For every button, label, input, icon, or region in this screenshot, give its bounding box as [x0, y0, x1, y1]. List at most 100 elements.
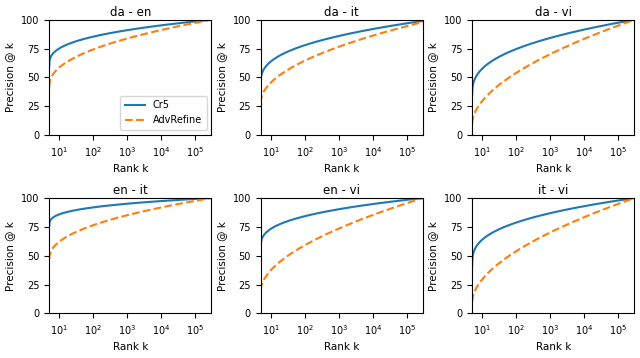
Y-axis label: Precision @ k: Precision @ k	[6, 43, 15, 112]
Cr5	[390, 199, 397, 203]
X-axis label: Rank k: Rank k	[324, 164, 360, 174]
Cr5	[142, 25, 150, 29]
AdvRefine	[419, 196, 427, 200]
Cr5	[556, 209, 564, 213]
AdvRefine	[207, 196, 215, 200]
Cr5	[335, 34, 342, 38]
Cr5	[419, 19, 427, 23]
Line: Cr5: Cr5	[49, 20, 211, 66]
Cr5	[556, 33, 564, 38]
Cr5	[630, 18, 638, 22]
AdvRefine	[547, 52, 554, 56]
AdvRefine	[133, 34, 141, 38]
AdvRefine	[124, 213, 131, 217]
X-axis label: Rank k: Rank k	[536, 164, 571, 174]
Title: en - it: en - it	[113, 184, 148, 197]
Cr5	[335, 207, 342, 211]
Cr5	[468, 263, 476, 267]
Cr5	[547, 211, 554, 215]
Y-axis label: Precision @ k: Precision @ k	[429, 43, 438, 112]
Title: da - en: da - en	[109, 6, 151, 19]
AdvRefine	[468, 300, 476, 304]
Y-axis label: Precision @ k: Precision @ k	[429, 221, 438, 291]
Line: AdvRefine: AdvRefine	[260, 22, 423, 103]
AdvRefine	[204, 18, 211, 23]
AdvRefine	[133, 211, 141, 215]
AdvRefine	[257, 101, 264, 105]
AdvRefine	[547, 230, 554, 234]
Cr5	[353, 30, 361, 34]
AdvRefine	[556, 226, 564, 230]
Cr5	[334, 207, 342, 212]
AdvRefine	[415, 21, 423, 25]
Cr5	[468, 93, 476, 97]
Cr5	[602, 23, 609, 27]
AdvRefine	[468, 121, 476, 126]
Cr5	[124, 28, 131, 32]
Cr5	[415, 196, 423, 200]
Cr5	[545, 211, 553, 216]
X-axis label: Rank k: Rank k	[324, 343, 360, 352]
Title: en - vi: en - vi	[323, 184, 360, 197]
Line: AdvRefine: AdvRefine	[49, 20, 211, 87]
Cr5	[207, 196, 215, 200]
Line: Cr5: Cr5	[472, 198, 634, 265]
Line: Cr5: Cr5	[49, 198, 211, 227]
AdvRefine	[565, 222, 573, 226]
Cr5	[207, 18, 215, 22]
AdvRefine	[556, 47, 564, 52]
AdvRefine	[630, 18, 638, 22]
Y-axis label: Precision @ k: Precision @ k	[6, 221, 15, 291]
Cr5	[419, 196, 427, 200]
AdvRefine	[565, 43, 573, 48]
AdvRefine	[390, 205, 397, 210]
X-axis label: Rank k: Rank k	[113, 164, 148, 174]
AdvRefine	[602, 207, 609, 211]
AdvRefine	[142, 32, 150, 36]
Cr5	[122, 28, 130, 33]
Cr5	[204, 18, 211, 22]
AdvRefine	[45, 257, 53, 261]
Line: AdvRefine: AdvRefine	[49, 198, 211, 259]
Cr5	[627, 197, 634, 201]
X-axis label: Rank k: Rank k	[113, 343, 148, 352]
Cr5	[45, 225, 53, 229]
Cr5	[630, 196, 638, 200]
AdvRefine	[419, 20, 427, 24]
AdvRefine	[207, 18, 215, 22]
Cr5	[133, 26, 141, 31]
Cr5	[179, 21, 186, 25]
Title: da - vi: da - vi	[535, 6, 572, 19]
Line: Cr5: Cr5	[260, 198, 423, 248]
Cr5	[179, 198, 186, 202]
AdvRefine	[335, 227, 342, 231]
Line: Cr5: Cr5	[472, 20, 634, 95]
Cr5	[547, 36, 554, 40]
Line: Cr5: Cr5	[260, 21, 423, 83]
AdvRefine	[627, 197, 634, 202]
AdvRefine	[179, 23, 186, 28]
Title: it - vi: it - vi	[538, 184, 568, 197]
Cr5	[45, 64, 53, 68]
AdvRefine	[345, 222, 353, 227]
Cr5	[565, 207, 573, 211]
AdvRefine	[122, 213, 130, 218]
X-axis label: Rank k: Rank k	[536, 343, 571, 352]
Cr5	[415, 19, 423, 24]
AdvRefine	[124, 37, 131, 41]
Cr5	[204, 196, 211, 200]
AdvRefine	[545, 53, 553, 57]
AdvRefine	[335, 45, 342, 49]
AdvRefine	[602, 28, 609, 33]
Cr5	[334, 34, 342, 38]
AdvRefine	[334, 45, 342, 49]
AdvRefine	[353, 38, 361, 43]
AdvRefine	[122, 37, 130, 41]
AdvRefine	[545, 231, 553, 235]
Cr5	[353, 204, 361, 208]
AdvRefine	[390, 28, 397, 32]
Line: AdvRefine: AdvRefine	[472, 198, 634, 302]
AdvRefine	[142, 209, 150, 213]
AdvRefine	[45, 84, 53, 89]
AdvRefine	[353, 219, 361, 223]
